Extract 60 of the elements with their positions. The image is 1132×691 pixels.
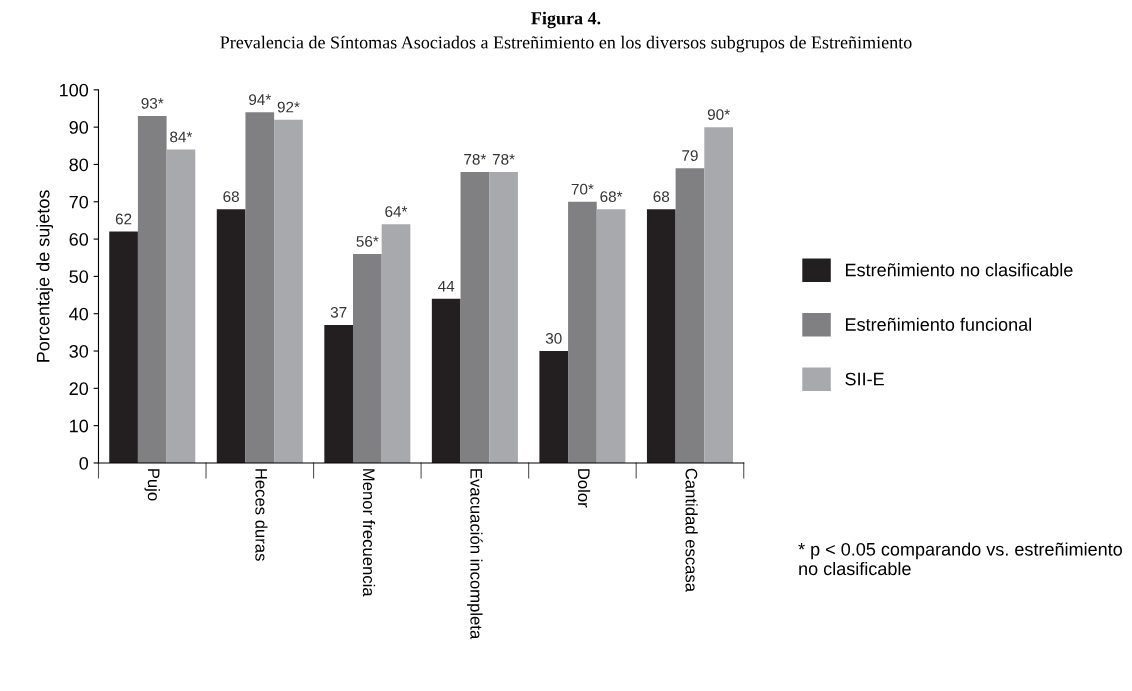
bar — [166, 149, 196, 463]
bar — [274, 119, 303, 463]
x-tick-label: Menor frecuencia — [362, 469, 376, 597]
x-tick-label: Dolor — [577, 469, 591, 508]
data-label: 70* — [571, 183, 594, 195]
data-label: 84* — [170, 131, 193, 143]
y-tick-label: 10 — [70, 419, 89, 433]
bar — [216, 209, 246, 463]
bar — [245, 112, 275, 463]
y-tick-label: 50 — [69, 270, 89, 284]
legend-label: SII-E — [845, 372, 884, 386]
y-tick-label: 60 — [69, 233, 89, 246]
bar — [489, 171, 518, 463]
bar — [353, 254, 382, 463]
y-tick-label: 0 — [79, 456, 89, 470]
data-label: 62 — [115, 213, 132, 225]
y-tick-label: 20 — [69, 382, 89, 396]
chart-title: Figura 4. — [531, 11, 601, 29]
x-tick-label: Cantidad escasa — [685, 468, 698, 592]
bar — [646, 209, 676, 463]
data-label: 94* — [249, 94, 272, 106]
y-tick-label: 40 — [69, 307, 89, 321]
bar — [539, 351, 569, 463]
bar — [381, 224, 411, 463]
bar — [704, 127, 733, 463]
x-tick-label: Heces duras — [255, 469, 268, 561]
x-tick-label: Evacuación incompleta — [467, 469, 483, 640]
data-label: 68 — [653, 191, 670, 203]
data-label: 56* — [356, 236, 379, 247]
bar — [568, 201, 597, 463]
data-label: 44 — [438, 280, 455, 292]
data-label: 68* — [600, 191, 623, 203]
y-tick-label: 80 — [69, 158, 89, 172]
bar — [431, 298, 461, 463]
y-tick-label: 70 — [69, 195, 89, 209]
data-label: 93* — [141, 97, 164, 109]
data-label: 78* — [464, 153, 487, 165]
text: * p < 0.05 comparando vs. estreñimiento no clasificable — [798, 542, 1122, 576]
y-tick-label: 30 — [69, 344, 89, 358]
data-label: 64* — [385, 206, 408, 217]
legend-label: Estreñimiento funcional — [846, 317, 1031, 331]
bar — [596, 209, 626, 463]
data-label: 90* — [707, 109, 730, 120]
data-label: 68 — [223, 191, 239, 203]
y-tick-label: 100 — [60, 83, 89, 97]
data-label: 79 — [682, 150, 698, 161]
data-label: 78* — [492, 153, 515, 165]
bar — [324, 324, 353, 463]
legend-label: Estreñimiento no clasificable — [846, 263, 1073, 277]
data-label: 30 — [545, 333, 562, 344]
bar — [109, 231, 138, 463]
y-axis-title: Porcentaje de sujetos — [36, 190, 54, 362]
chart-subtitle: Prevalencia de Síntomas Asociados a Estreñimiento en los diversos subgrupos de Estreñimiento — [220, 35, 912, 53]
y-tick-label: 90 — [69, 121, 89, 134]
bar — [675, 168, 705, 463]
x-tick-label: Pujo — [144, 469, 161, 501]
data-label: 37 — [330, 306, 347, 318]
data-label: 92* — [277, 101, 300, 113]
bar — [137, 115, 167, 463]
bar — [460, 171, 490, 463]
